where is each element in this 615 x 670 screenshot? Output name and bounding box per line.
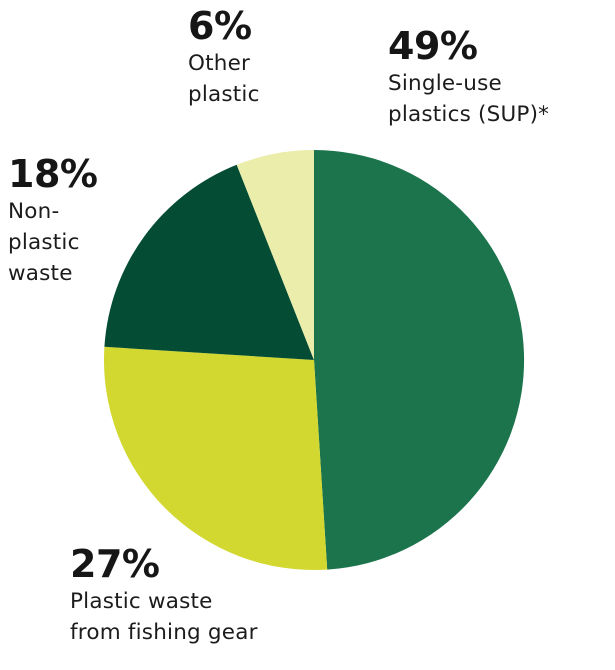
slice-name-line: from fishing gear: [70, 620, 258, 645]
slice-percentage: 6%: [188, 4, 252, 48]
slice-other-plastic: [236, 150, 314, 360]
slice-label-fishing-gear: 27% Plastic waste from fishing gear: [70, 542, 258, 648]
slice-name-line: Single-use: [388, 71, 502, 96]
slice-label-other-plastic: 6% Other plastic: [188, 4, 260, 110]
slice-name-line: plastics (SUP)*: [388, 102, 550, 127]
slice-non-plastic-waste: [104, 164, 314, 360]
slice-name-line: plastic: [8, 230, 80, 255]
slice-fishing-gear: [103, 346, 328, 571]
slice-name-line: waste: [8, 261, 73, 286]
slice-percentage: 27%: [70, 542, 160, 586]
slice-percentage: 49%: [388, 24, 478, 68]
slice-percentage: 18%: [8, 152, 98, 196]
slice-name-line: plastic: [188, 82, 260, 107]
slice-single-use-plastics: [314, 150, 525, 570]
slice-label-non-plastic-waste: 18% Non- plastic waste: [8, 152, 118, 289]
slice-label-single-use-plastics: 49% Single-use plastics (SUP)*: [388, 24, 549, 130]
slice-name-line: Non-: [8, 199, 60, 224]
slice-name-line: Other: [188, 51, 251, 76]
slice-name-line: Plastic waste: [70, 589, 213, 614]
